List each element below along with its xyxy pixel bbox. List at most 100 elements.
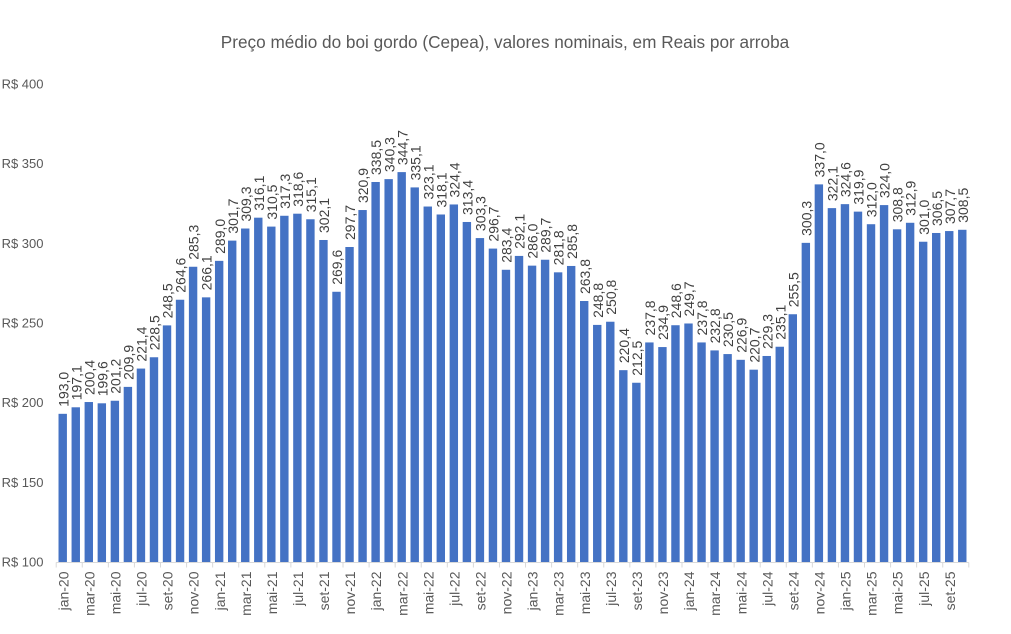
svg-text:mar-22: mar-22 bbox=[394, 571, 410, 616]
svg-text:315,1: 315,1 bbox=[303, 177, 319, 212]
svg-text:237,8: 237,8 bbox=[642, 300, 658, 335]
svg-text:248,8: 248,8 bbox=[590, 283, 606, 318]
svg-text:289,7: 289,7 bbox=[538, 217, 554, 252]
svg-text:317,3: 317,3 bbox=[277, 174, 293, 209]
svg-text:285,3: 285,3 bbox=[186, 225, 202, 260]
svg-text:200,4: 200,4 bbox=[81, 360, 97, 395]
svg-text:266,1: 266,1 bbox=[199, 255, 215, 290]
svg-text:318,6: 318,6 bbox=[290, 171, 306, 206]
svg-text:193,0: 193,0 bbox=[55, 372, 71, 407]
svg-text:set-24: set-24 bbox=[785, 571, 801, 610]
svg-text:nov-21: nov-21 bbox=[342, 571, 358, 614]
svg-text:mar-24: mar-24 bbox=[707, 571, 723, 616]
svg-text:jan-20: jan-20 bbox=[55, 571, 71, 611]
svg-text:285,8: 285,8 bbox=[564, 224, 580, 259]
svg-text:249,7: 249,7 bbox=[681, 281, 697, 316]
svg-text:324,4: 324,4 bbox=[446, 162, 462, 197]
svg-text:jan-21: jan-21 bbox=[212, 571, 228, 611]
svg-text:jul-23: jul-23 bbox=[603, 571, 619, 606]
svg-text:228,5: 228,5 bbox=[147, 315, 163, 350]
svg-text:235,1: 235,1 bbox=[772, 304, 788, 339]
svg-text:289,0: 289,0 bbox=[212, 219, 228, 254]
svg-text:283,4: 283,4 bbox=[499, 228, 515, 263]
svg-text:jan-22: jan-22 bbox=[368, 571, 384, 611]
svg-text:344,7: 344,7 bbox=[394, 130, 410, 165]
svg-text:319,9: 319,9 bbox=[851, 169, 867, 204]
svg-text:281,8: 281,8 bbox=[551, 230, 567, 265]
svg-text:199,6: 199,6 bbox=[94, 361, 110, 396]
svg-text:mar-20: mar-20 bbox=[81, 571, 97, 616]
svg-text:mai-22: mai-22 bbox=[420, 571, 436, 614]
svg-text:mar-25: mar-25 bbox=[864, 571, 880, 616]
svg-text:302,1: 302,1 bbox=[316, 198, 332, 233]
svg-text:jan-24: jan-24 bbox=[681, 571, 697, 611]
svg-text:255,5: 255,5 bbox=[785, 272, 801, 307]
svg-text:nov-23: nov-23 bbox=[655, 571, 671, 614]
svg-text:320,9: 320,9 bbox=[355, 168, 371, 203]
svg-text:232,8: 232,8 bbox=[707, 308, 723, 343]
svg-text:300,3: 300,3 bbox=[798, 201, 814, 236]
svg-text:R$ 250: R$ 250 bbox=[2, 316, 44, 331]
svg-text:296,7: 296,7 bbox=[486, 206, 502, 241]
svg-text:226,9: 226,9 bbox=[733, 318, 749, 353]
svg-text:306,5: 306,5 bbox=[929, 191, 945, 226]
svg-text:mai-21: mai-21 bbox=[264, 571, 280, 614]
svg-text:250,8: 250,8 bbox=[603, 279, 619, 314]
svg-text:R$ 150: R$ 150 bbox=[2, 475, 44, 490]
svg-text:264,6: 264,6 bbox=[173, 257, 189, 292]
svg-text:308,8: 308,8 bbox=[890, 187, 906, 222]
svg-text:nov-24: nov-24 bbox=[811, 571, 827, 614]
svg-text:318,1: 318,1 bbox=[433, 172, 449, 207]
svg-text:312,0: 312,0 bbox=[864, 182, 880, 217]
svg-text:mar-21: mar-21 bbox=[238, 571, 254, 616]
svg-text:197,1: 197,1 bbox=[68, 365, 84, 400]
svg-text:jul-22: jul-22 bbox=[446, 571, 462, 606]
svg-text:212,5: 212,5 bbox=[629, 341, 645, 376]
svg-text:324,6: 324,6 bbox=[838, 162, 854, 197]
svg-text:308,5: 308,5 bbox=[955, 188, 971, 223]
svg-text:324,0: 324,0 bbox=[877, 163, 893, 198]
svg-text:Preço médio do boi gordo (Cepe: Preço médio do boi gordo (Cepea), valore… bbox=[221, 32, 790, 52]
svg-text:221,4: 221,4 bbox=[134, 326, 150, 361]
svg-text:nov-22: nov-22 bbox=[499, 571, 515, 614]
svg-text:286,0: 286,0 bbox=[525, 223, 541, 258]
svg-text:set-20: set-20 bbox=[160, 571, 176, 610]
svg-text:263,8: 263,8 bbox=[577, 259, 593, 294]
svg-text:nov-20: nov-20 bbox=[186, 571, 202, 614]
svg-text:R$ 100: R$ 100 bbox=[2, 555, 44, 570]
svg-text:230,5: 230,5 bbox=[720, 312, 736, 347]
svg-text:220,4: 220,4 bbox=[616, 328, 632, 363]
svg-text:323,1: 323,1 bbox=[420, 164, 436, 199]
svg-text:set-25: set-25 bbox=[942, 571, 958, 610]
svg-text:mar-23: mar-23 bbox=[551, 571, 567, 616]
svg-text:338,5: 338,5 bbox=[368, 140, 384, 175]
svg-text:jul-21: jul-21 bbox=[290, 571, 306, 606]
svg-text:337,0: 337,0 bbox=[811, 142, 827, 177]
svg-text:229,3: 229,3 bbox=[759, 314, 775, 349]
svg-text:201,2: 201,2 bbox=[107, 359, 123, 394]
svg-text:309,3: 309,3 bbox=[238, 186, 254, 221]
svg-text:269,6: 269,6 bbox=[329, 250, 345, 285]
svg-text:mai-20: mai-20 bbox=[107, 571, 123, 614]
svg-text:301,0: 301,0 bbox=[916, 199, 932, 234]
svg-text:248,6: 248,6 bbox=[668, 283, 684, 318]
svg-text:mai-25: mai-25 bbox=[890, 571, 906, 614]
svg-text:R$ 400: R$ 400 bbox=[2, 77, 44, 92]
svg-text:237,8: 237,8 bbox=[694, 300, 710, 335]
svg-text:316,1: 316,1 bbox=[251, 175, 267, 210]
svg-text:303,3: 303,3 bbox=[473, 196, 489, 231]
svg-text:jul-24: jul-24 bbox=[759, 571, 775, 606]
svg-text:312,9: 312,9 bbox=[903, 181, 919, 216]
svg-text:220,7: 220,7 bbox=[746, 327, 762, 362]
svg-text:jan-25: jan-25 bbox=[838, 571, 854, 611]
svg-text:R$ 200: R$ 200 bbox=[2, 395, 44, 410]
svg-text:R$ 350: R$ 350 bbox=[2, 156, 44, 171]
svg-text:292,1: 292,1 bbox=[512, 214, 528, 249]
svg-text:234,9: 234,9 bbox=[655, 305, 671, 340]
svg-text:set-22: set-22 bbox=[473, 571, 489, 610]
svg-text:jan-23: jan-23 bbox=[525, 571, 541, 611]
svg-text:307,7: 307,7 bbox=[942, 189, 958, 224]
svg-text:335,1: 335,1 bbox=[407, 145, 423, 180]
svg-text:mai-24: mai-24 bbox=[733, 571, 749, 614]
svg-text:313,4: 313,4 bbox=[459, 180, 475, 215]
